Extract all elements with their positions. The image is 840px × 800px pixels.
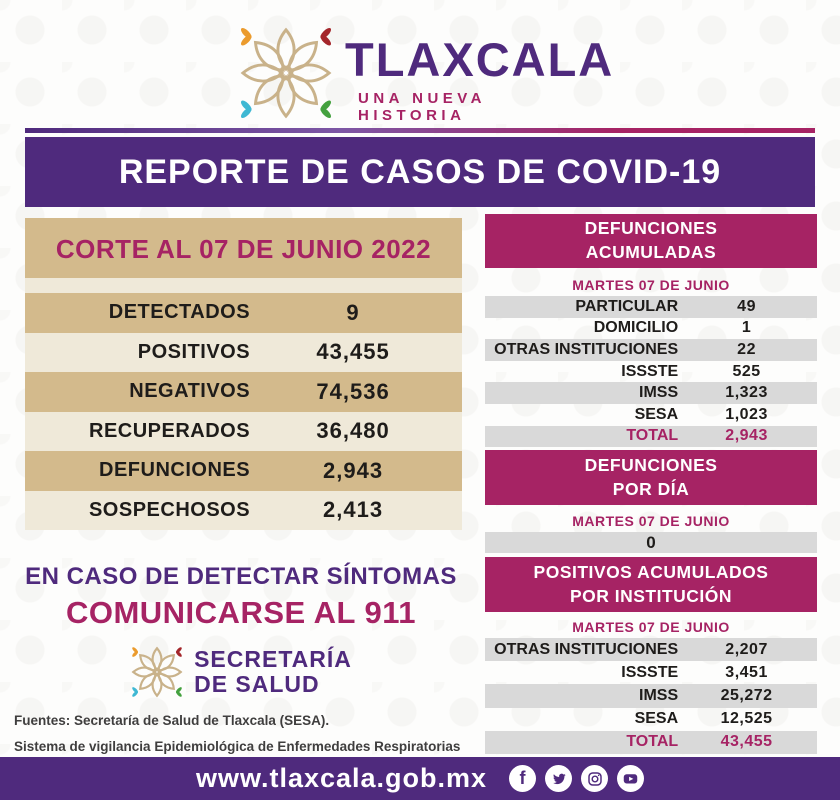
- table-row: SESA 1,023: [485, 404, 817, 426]
- deaths-per-day-value: 0: [485, 532, 817, 553]
- positives-by-institution-table: OTRAS INSTITUCIONES 2,207 ISSSTE 3,451 I…: [485, 638, 817, 754]
- twitter-icon[interactable]: [545, 765, 573, 792]
- row-label: PARTICULAR: [575, 297, 679, 315]
- row-value: 12,525: [720, 710, 773, 728]
- row-value: 1,323: [725, 384, 768, 402]
- ministry-name-line1: SECRETARÍA: [194, 646, 352, 673]
- section-date: MARTES 07 DE JUNIO: [572, 619, 730, 635]
- row-label: IMSS: [639, 384, 679, 402]
- section-title-line: ACUMULADAS: [585, 242, 717, 262]
- brand-title: TLAXCALA: [345, 33, 615, 86]
- table-row: ISSSTE 525: [485, 361, 817, 383]
- salud-flower-logo: [131, 646, 183, 698]
- table-row: SOSPECHOSOS 2,413: [25, 490, 462, 530]
- table-row: RECUPERADOS 36,480: [25, 411, 462, 451]
- table-row: OTRAS INSTITUCIONES 2,207: [485, 638, 817, 662]
- row-value: 2,943: [323, 457, 384, 483]
- facebook-icon[interactable]: f: [509, 765, 537, 792]
- row-label: IMSS: [639, 686, 679, 704]
- row-value: 2,943: [725, 427, 768, 445]
- symptoms-notice-line1: EN CASO DE DETECTAR SÍNTOMAS: [25, 563, 457, 590]
- row-value: 525: [732, 362, 761, 380]
- row-label: ISSSTE: [621, 663, 679, 681]
- section-header-deaths-accumulated: DEFUNCIONES ACUMULADAS: [485, 214, 817, 268]
- row-value: 2,413: [323, 497, 384, 523]
- brand-tagline: UNA NUEVA HISTORIA: [358, 90, 486, 124]
- row-value: 22: [737, 340, 756, 358]
- footer-url[interactable]: www.tlaxcala.gob.mx: [195, 763, 488, 793]
- row-label: TOTAL: [626, 427, 679, 445]
- section-header-deaths-per-day: DEFUNCIONES POR DÍA: [485, 450, 817, 505]
- table-row: IMSS 1,323: [485, 382, 817, 404]
- row-value: 36,480: [316, 418, 390, 444]
- row-label: ISSSTE: [621, 362, 679, 380]
- row-value: 49: [737, 297, 756, 315]
- social-links: f: [509, 765, 645, 792]
- deaths-accumulated-table: PARTICULAR 49 DOMICILIO 1 OTRAS INSTITUC…: [485, 296, 817, 448]
- row-value: 25,272: [720, 686, 773, 704]
- table-row: DETECTADOS 9: [25, 293, 462, 333]
- table-row: DEFUNCIONES 2,943: [25, 451, 462, 491]
- table-row: SESA 12,525: [485, 708, 817, 731]
- logo-corner-accents: [240, 27, 332, 119]
- row-label: TOTAL: [626, 733, 679, 751]
- tlaxcala-flower-logo: [240, 27, 332, 119]
- section-title-line: POSITIVOS ACUMULADOS: [533, 561, 769, 582]
- table-row-total: TOTAL 43,455: [485, 730, 817, 754]
- source-line: Fuentes: Secretaría de Salud de Tlaxcala…: [14, 713, 330, 728]
- table-row: IMSS 25,272: [485, 684, 817, 708]
- row-value: 1,023: [725, 405, 768, 423]
- row-label: SESA: [634, 710, 679, 728]
- row-label: DEFUNCIONES: [99, 459, 251, 482]
- row-value: 74,536: [316, 378, 390, 404]
- section-date: MARTES 07 DE JUNIO: [572, 277, 730, 293]
- section-title-line: DEFUNCIONES: [584, 218, 718, 239]
- row-label: DOMICILIO: [593, 319, 679, 337]
- row-label: OTRAS INSTITUCIONES: [494, 640, 679, 658]
- row-label: NEGATIVOS: [129, 380, 251, 403]
- section-header-positives-by-institution: POSITIVOS ACUMULADOS POR INSTITUCIÓN: [485, 557, 817, 612]
- table-row: PARTICULAR 49: [485, 296, 817, 318]
- instagram-icon[interactable]: [581, 765, 609, 792]
- row-label: POSITIVOS: [137, 340, 251, 363]
- footer-bar: www.tlaxcala.gob.mx f: [0, 757, 840, 800]
- table-row: OTRAS INSTITUCIONES 22: [485, 339, 817, 361]
- table-row: NEGATIVOS 74,536: [25, 372, 462, 412]
- ministry-name-line2: DE SALUD: [194, 671, 320, 697]
- table-row: ISSSTE 3,451: [485, 661, 817, 684]
- cases-table: DETECTADOS 9 POSITIVOS 43,455 NEGATIVOS …: [25, 293, 462, 530]
- table-row: DOMICILIO 1: [485, 318, 817, 340]
- symptoms-notice-line2: COMUNICARSE AL 911: [65, 595, 417, 630]
- decorative-strip: [25, 128, 815, 133]
- section-title-line: POR DÍA: [612, 478, 690, 499]
- section-title-line: DEFUNCIONES: [584, 454, 718, 475]
- youtube-icon[interactable]: [617, 765, 645, 792]
- spacer-strip: [25, 278, 462, 293]
- row-value: 43,455: [316, 339, 390, 365]
- report-title-banner: REPORTE DE CASOS DE COVID-19: [25, 137, 815, 207]
- cutoff-date-header: CORTE AL 07 DE JUNIO 2022: [25, 218, 462, 278]
- health-ministry-logo-block: SECRETARÍA DE SALUD: [8, 645, 474, 699]
- row-value: 1: [741, 319, 752, 337]
- table-row: POSITIVOS 43,455: [25, 332, 462, 372]
- row-value: 2,207: [725, 640, 768, 658]
- row-label: OTRAS INSTITUCIONES: [494, 340, 679, 358]
- section-title-line: POR INSTITUCIÓN: [569, 585, 733, 606]
- row-label: RECUPERADOS: [89, 419, 251, 442]
- row-value: 3,451: [725, 663, 768, 681]
- row-value: 9: [346, 299, 360, 325]
- table-row-total: TOTAL 2,943: [485, 425, 817, 448]
- row-value: 43,455: [720, 733, 773, 751]
- row-label: SOSPECHOSOS: [88, 498, 251, 521]
- section-date: MARTES 07 DE JUNIO: [572, 513, 730, 529]
- row-label: SESA: [634, 405, 679, 423]
- row-label: DETECTADOS: [108, 301, 251, 324]
